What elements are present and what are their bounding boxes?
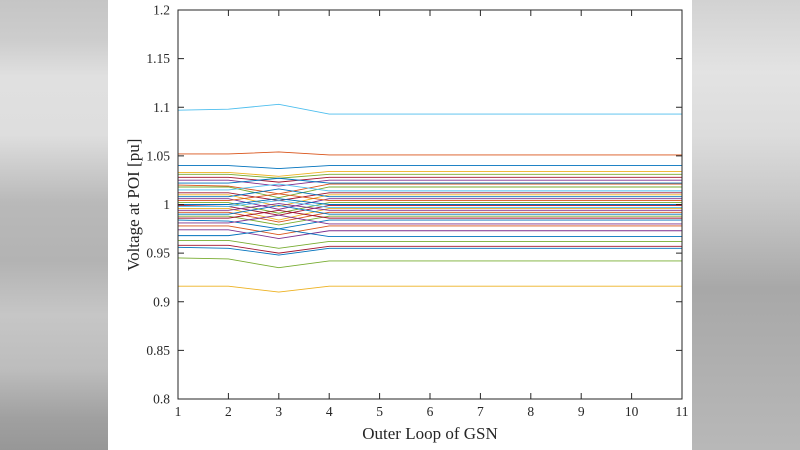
series-line bbox=[178, 193, 682, 202]
series-line bbox=[178, 215, 682, 226]
series-line bbox=[178, 151, 682, 156]
series-line bbox=[178, 198, 682, 205]
x-tick-label: 2 bbox=[225, 404, 232, 419]
series-line bbox=[178, 209, 682, 219]
x-tick-label: 9 bbox=[578, 404, 585, 419]
series-line bbox=[178, 179, 682, 187]
series-line bbox=[178, 165, 682, 169]
series-line bbox=[177, 219, 682, 230]
x-tick-label: 3 bbox=[275, 404, 282, 419]
y-tick-label: 0.85 bbox=[146, 343, 170, 358]
background-blur-right bbox=[692, 0, 800, 450]
y-tick-label: 1.2 bbox=[153, 3, 170, 18]
series-line bbox=[178, 186, 682, 199]
y-tick-label: 1.15 bbox=[146, 51, 170, 66]
x-tick-label: 11 bbox=[676, 404, 689, 419]
x-tick-label: 5 bbox=[376, 404, 383, 419]
figure-canvas: 1 2 3 4 5 6 7 8 9 10 11 0.8 0.85 0.9 0.95 1 1.05 1.1 1.15 1… bbox=[108, 0, 692, 450]
series-line bbox=[178, 170, 682, 177]
x-tick-label: 7 bbox=[477, 404, 484, 419]
y-tick-label: 1.1 bbox=[153, 100, 170, 115]
series-line bbox=[177, 205, 682, 216]
x-tick-label: 8 bbox=[527, 404, 534, 419]
y-tick-label: 0.95 bbox=[146, 246, 170, 261]
series-line bbox=[177, 246, 682, 256]
series-line bbox=[178, 202, 682, 214]
x-axis-label: Outer Loop of GSN bbox=[362, 424, 498, 443]
series-line bbox=[178, 183, 682, 192]
y-axis-label: Voltage at POI [pu] bbox=[124, 138, 143, 271]
series-line bbox=[178, 188, 682, 198]
series-line bbox=[178, 192, 682, 202]
series-line bbox=[178, 177, 682, 184]
series-line bbox=[178, 176, 682, 183]
series-line bbox=[177, 257, 682, 269]
series-line bbox=[178, 205, 682, 215]
x-tick-label: 4 bbox=[326, 404, 333, 419]
series-line bbox=[178, 211, 682, 223]
x-tick-label: 6 bbox=[427, 404, 434, 419]
voltage-line-plot: 1 2 3 4 5 6 7 8 9 10 11 0.8 0.85 0.9 0.95 1 1.05 1.1 1.15 1… bbox=[146, 3, 689, 420]
x-tick-label: 10 bbox=[625, 404, 639, 419]
series-line bbox=[177, 103, 682, 115]
series-line bbox=[178, 285, 682, 293]
series-line bbox=[178, 203, 682, 211]
series-line bbox=[178, 214, 682, 225]
y-tick-label: 1 bbox=[163, 197, 170, 212]
series-line bbox=[178, 200, 682, 208]
series-line bbox=[178, 207, 682, 221]
series-line bbox=[178, 229, 682, 239]
y-tick-label: 0.8 bbox=[153, 392, 170, 407]
background-blur-left bbox=[0, 0, 108, 450]
series-line bbox=[178, 244, 682, 254]
y-tick-label: 1.05 bbox=[146, 148, 170, 163]
series-line bbox=[178, 228, 682, 238]
series-line bbox=[178, 173, 682, 179]
series-line bbox=[178, 225, 682, 236]
x-tick-label: 1 bbox=[175, 404, 182, 419]
y-tick-label: 0.9 bbox=[153, 294, 170, 309]
series-line bbox=[178, 240, 682, 249]
